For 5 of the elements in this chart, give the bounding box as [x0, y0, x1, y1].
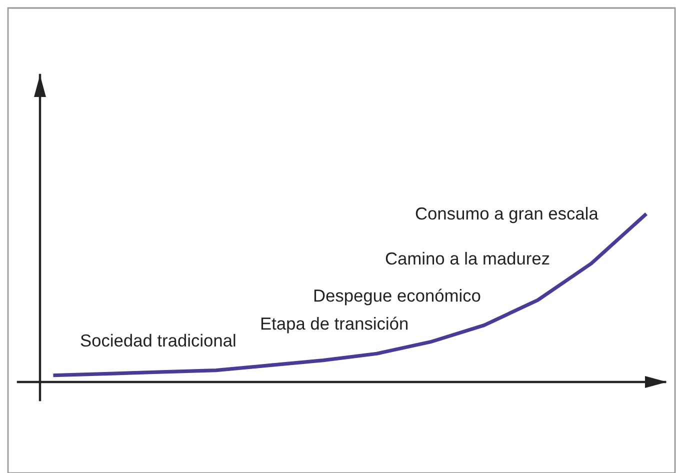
annotation: Etapa de transición — [261, 316, 408, 334]
annotation: Camino a la madurez — [386, 252, 550, 265]
annotation: Despegue económico — [314, 288, 480, 306]
annotation: Consumo a gran escala — [416, 206, 598, 224]
annotation: Sociedad tradicional — [80, 334, 236, 347]
